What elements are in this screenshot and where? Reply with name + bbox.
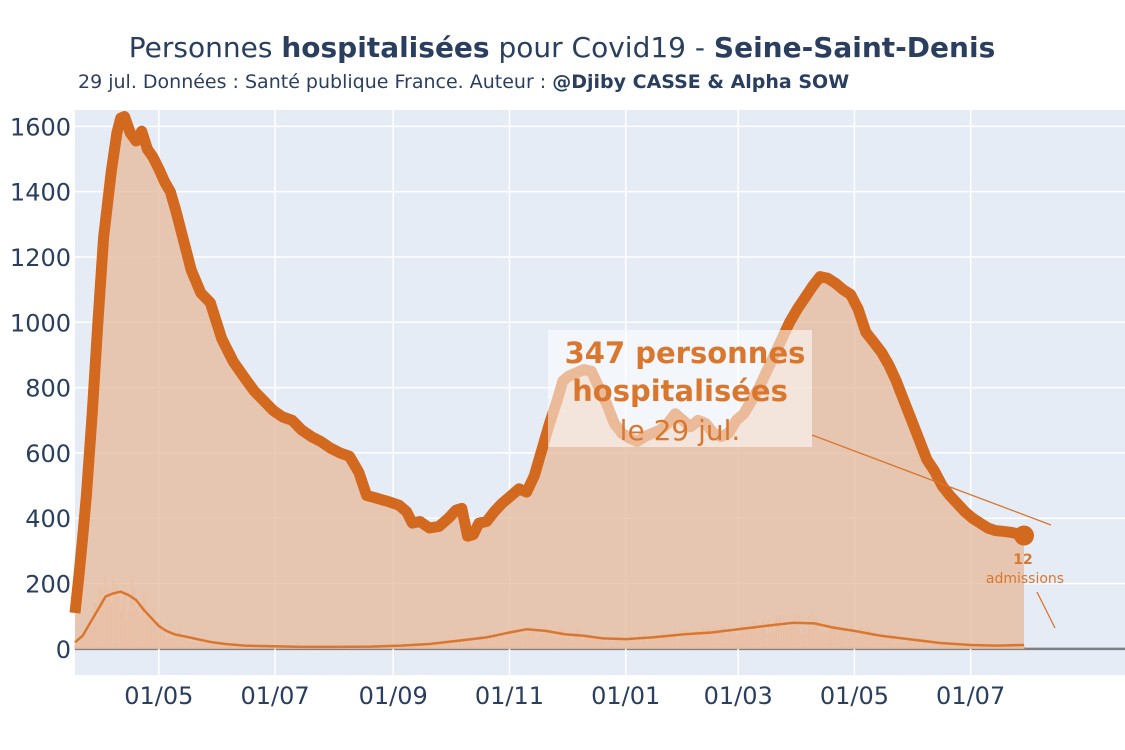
annotation-box	[548, 330, 812, 447]
annotation-line-3: le 29 jul.	[620, 414, 741, 447]
annotation-line-2: hospitalisées	[572, 374, 788, 408]
admissions-bar	[1023, 645, 1025, 649]
chart-title-part1: Personnes	[129, 31, 282, 64]
chart-subtitle-bold: @Djiby CASSE & Alpha SOW	[552, 71, 849, 93]
y-tick-label: 1400	[10, 179, 71, 207]
y-tick-label: 0	[56, 636, 71, 664]
y-tick-label: 600	[25, 440, 71, 468]
latest-value-marker	[1014, 525, 1035, 546]
chart-title-part4: Seine-Saint-Denis	[714, 31, 995, 64]
y-tick-label: 200	[25, 571, 71, 599]
x-tick-label: 01/11	[475, 682, 544, 710]
chart-subtitle: 29 jul. Données : Santé publique France.…	[78, 71, 849, 93]
chart-title-part3: pour Covid19 -	[490, 31, 714, 64]
annotation-arrow	[811, 434, 1052, 526]
y-tick-label: 1000	[10, 309, 71, 337]
x-tick-label: 01/07	[936, 682, 1005, 710]
admissions-line	[74, 590, 1025, 649]
y-tick-label: 1200	[10, 244, 71, 272]
annotation-line-1: 347 personnes	[565, 336, 806, 370]
y-tick-label: 400	[25, 505, 71, 533]
x-tick-label: 01/01	[591, 682, 660, 710]
hospitalized-area	[75, 116, 1024, 649]
chart-subtitle-text: 29 jul. Données : Santé publique France.…	[78, 71, 552, 93]
x-tick-label: 01/05	[820, 682, 889, 710]
x-tick-label: 01/09	[359, 682, 428, 710]
x-tick-label: 01/07	[241, 682, 310, 710]
y-axis-ticks: 0 200 400 600 800 1000 1200 1400 1600	[10, 113, 71, 664]
chart-title: Personnes hospitalisées pour Covid19 - S…	[129, 31, 995, 64]
x-axis-ticks: 01/05 01/07 01/09 01/11 01/01 01/03 01/05 01/07	[124, 682, 1005, 710]
admissions-label: admissions	[986, 571, 1064, 587]
admissions-value: 12	[1013, 552, 1032, 568]
x-tick-label: 01/05	[124, 682, 193, 710]
admissions-arrow	[1036, 591, 1056, 629]
chart-title-part2: hospitalisées	[281, 31, 489, 64]
y-tick-label: 800	[25, 375, 71, 403]
x-tick-label: 01/03	[704, 682, 773, 710]
y-tick-label: 1600	[10, 113, 71, 141]
